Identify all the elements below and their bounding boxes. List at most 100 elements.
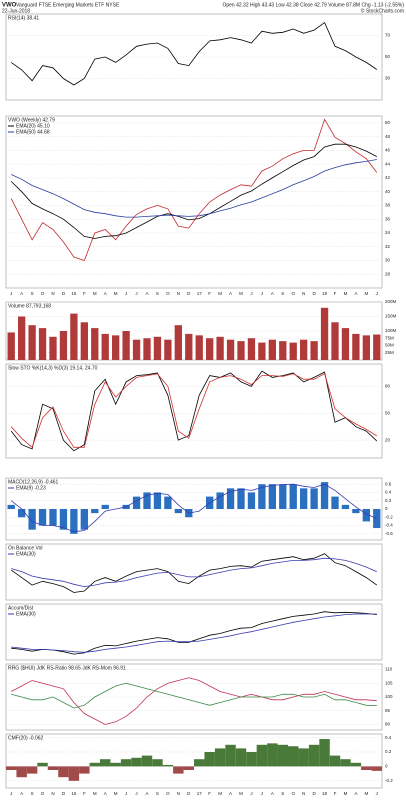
x-tick-label: O <box>41 791 45 796</box>
y-tick-label: 30 <box>385 258 391 263</box>
area-segment <box>371 766 382 771</box>
panel-frame <box>5 115 383 289</box>
bar <box>237 341 245 360</box>
bar <box>91 328 99 360</box>
x-tick-label: 16 <box>71 791 77 796</box>
area-segment <box>277 744 288 767</box>
bar <box>362 509 370 522</box>
series-line <box>11 682 377 709</box>
x-tick-label: S <box>156 791 159 796</box>
legend-entry: EMA(50) 44.68 <box>16 129 50 135</box>
area-segment <box>183 766 194 770</box>
x-tick-label: O <box>166 291 170 296</box>
y-tick-label: 50 <box>385 120 391 125</box>
x-tick-label: O <box>166 791 170 796</box>
bar <box>310 341 318 360</box>
series-line <box>11 613 377 653</box>
y-tick-label: 46 <box>385 148 391 153</box>
x-tick-label: J <box>376 291 378 296</box>
x-tick-label: M <box>239 291 243 296</box>
y-tick-label: 20 <box>385 437 391 442</box>
bar <box>341 504 350 509</box>
y-tick-label: 50 <box>385 410 391 415</box>
credit: © StockCharts.com <box>361 7 404 14</box>
y-tick-label: 50M <box>385 343 394 348</box>
x-tick-label: N <box>177 791 180 796</box>
bar <box>206 338 214 360</box>
x-tick-label: A <box>145 791 148 796</box>
x-tick-label: A <box>354 291 357 296</box>
bar <box>185 333 193 360</box>
x-tick-label: M <box>344 791 348 796</box>
bar <box>91 509 99 514</box>
area-segment <box>308 744 320 767</box>
x-tick-label: J <box>125 291 127 296</box>
bar <box>362 335 370 360</box>
bar <box>59 331 68 360</box>
x-tick-label: D <box>187 791 191 796</box>
x-tick-label: A <box>354 791 357 796</box>
x-tick-label: M <box>218 791 222 796</box>
area-segment <box>204 752 215 767</box>
area-segment <box>162 764 174 767</box>
bar <box>101 333 109 360</box>
bar <box>122 331 130 360</box>
y-tick-label: 28 <box>385 271 391 276</box>
series-line <box>10 118 378 262</box>
bar <box>174 509 182 514</box>
quote: Open 42.32 High 43.43 Low 42.38 Close 42… <box>222 2 404 8</box>
y-tick-label: 40 <box>385 189 391 194</box>
panel-title: On Balance Vol <box>8 545 42 551</box>
y-tick-label: 48 <box>385 134 391 139</box>
bar <box>352 509 360 514</box>
y-tick-label: 110 <box>385 667 393 672</box>
area-segment <box>58 766 69 778</box>
x-tick-label: J <box>135 791 137 796</box>
area-segment <box>37 762 48 767</box>
y-tick-label: 100M <box>385 328 397 333</box>
x-tick-label: N <box>302 791 305 796</box>
x-tick-label: J <box>135 291 137 296</box>
x-tick-label: M <box>364 791 368 796</box>
y-tick-label: 70 <box>385 33 391 38</box>
y-tick-label: -0.2 <box>385 514 393 519</box>
bar <box>320 307 329 360</box>
bar <box>132 339 141 360</box>
area-segment <box>120 759 132 767</box>
area-segment <box>110 762 121 767</box>
x-tick-label: M <box>344 291 348 296</box>
x-tick-label: F <box>208 291 211 296</box>
area-segment <box>361 766 372 770</box>
bar <box>331 322 339 360</box>
area-segment <box>225 744 236 767</box>
bar <box>331 496 339 509</box>
x-tick-label: O <box>41 291 45 296</box>
bar <box>300 339 308 360</box>
bar <box>80 509 88 530</box>
bar <box>279 341 287 360</box>
y-tick-label: -0.2 <box>385 778 393 783</box>
series-line <box>10 373 378 448</box>
x-tick-label: A <box>104 291 107 296</box>
panel-frame <box>5 363 383 459</box>
y-tick-label: -0.4 <box>385 523 393 528</box>
y-tick-label: 50 <box>385 54 391 59</box>
bar <box>28 509 36 530</box>
area-segment <box>194 759 205 767</box>
area-segment <box>68 766 80 781</box>
y-tick-label: 36 <box>385 216 391 221</box>
series-line <box>10 21 378 86</box>
y-tick-label: 150M <box>385 314 397 319</box>
x-tick-label: J <box>125 791 127 796</box>
area-segment <box>6 766 17 770</box>
x-tick-label: N <box>51 791 54 796</box>
x-tick-label: D <box>62 791 66 796</box>
security-name: Vanguard FTSE Emerging Markets ETF NYSE <box>16 2 120 8</box>
bar <box>216 336 224 360</box>
y-tick-label: -0.6 <box>385 531 393 536</box>
bar <box>49 509 57 526</box>
panel-title: Volume 87,793,168 <box>8 303 51 309</box>
panel-title: Accum/Dist <box>8 605 34 611</box>
area-segment <box>141 755 153 767</box>
legend-entry: EMA(30) <box>16 611 36 617</box>
